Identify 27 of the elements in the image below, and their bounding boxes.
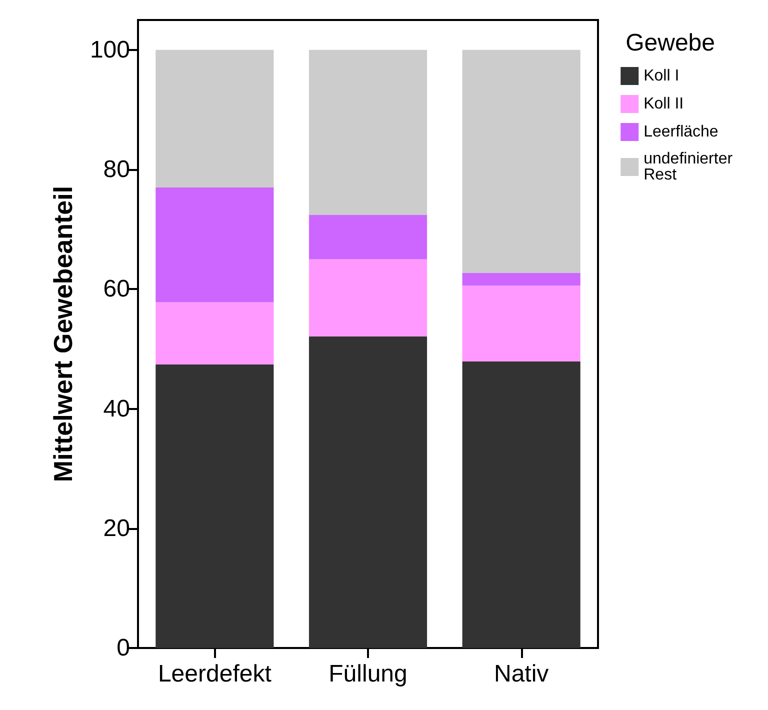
x-tick-label: Nativ <box>494 660 549 688</box>
y-tick-label: 0 <box>116 634 130 662</box>
bar <box>308 259 428 336</box>
legend-label: Leerfläche <box>644 124 718 140</box>
bar <box>462 272 580 286</box>
bar <box>462 50 580 273</box>
legend-title: Gewebe <box>626 30 715 56</box>
y-tick-label: 100 <box>90 36 130 64</box>
y-axis-title: Mittelwert Gewebeanteil <box>48 186 78 482</box>
bar <box>156 187 274 302</box>
bar <box>308 50 428 215</box>
legend-label: undefinierter Rest <box>644 150 737 184</box>
legend-label: Koll II <box>644 96 684 112</box>
bar <box>308 336 428 648</box>
bar <box>462 286 580 362</box>
x-tick-label: Füllung <box>328 660 408 688</box>
bar <box>308 214 428 260</box>
bar <box>156 302 274 365</box>
y-tick-label: 80 <box>103 156 130 184</box>
bar <box>462 362 580 648</box>
bar <box>156 50 274 188</box>
legend-label: Koll I <box>644 68 680 84</box>
y-tick-label: 40 <box>103 395 130 422</box>
bar <box>156 364 274 648</box>
y-tick-label: 20 <box>103 514 130 542</box>
y-tick-label: 60 <box>103 276 130 303</box>
x-tick-label: Leerdefekt <box>158 660 272 688</box>
